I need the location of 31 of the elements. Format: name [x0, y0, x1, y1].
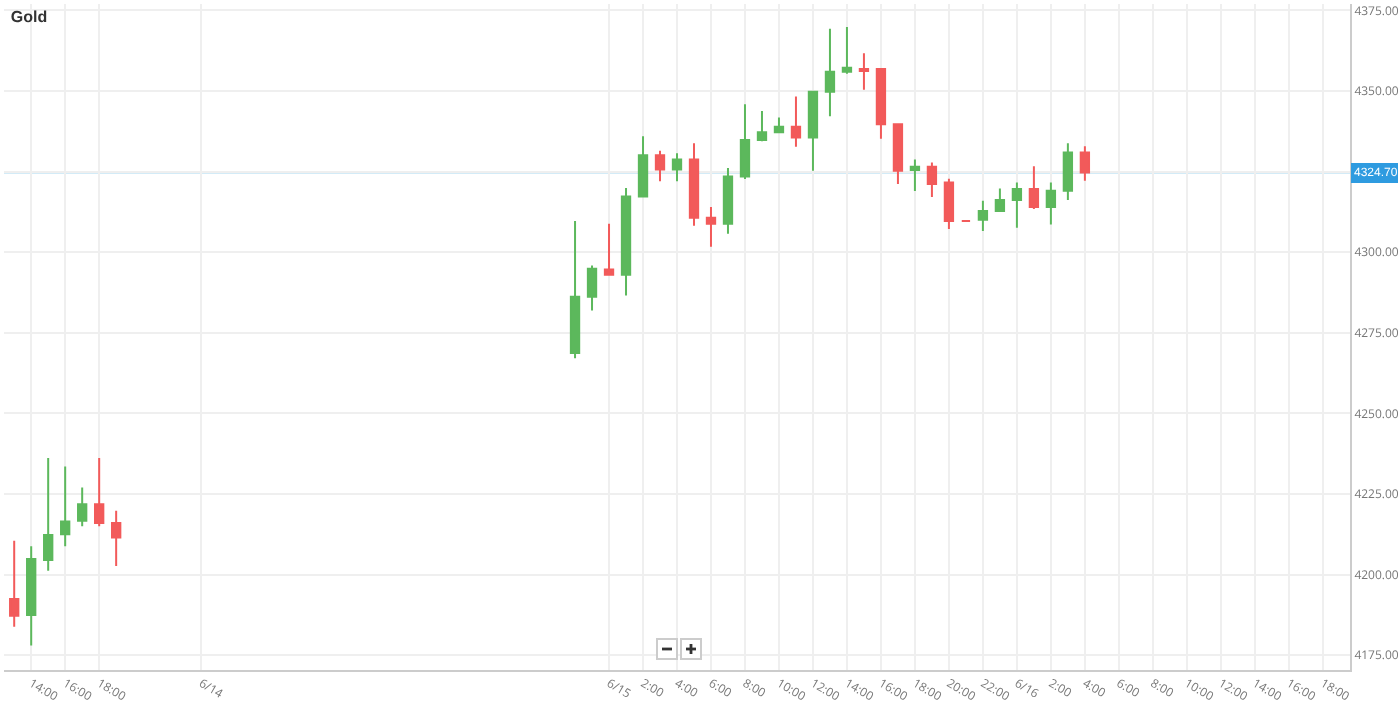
candlestick [926, 161, 938, 199]
candlestick [994, 187, 1006, 212]
candlestick [790, 95, 802, 148]
candlestick [1079, 145, 1091, 182]
candlestick [1045, 181, 1057, 226]
candlestick [841, 25, 853, 75]
candlestick [773, 116, 785, 135]
candlestick [807, 90, 819, 172]
candlestick [722, 167, 734, 235]
candlestick [1062, 142, 1074, 201]
candlestick [892, 123, 904, 185]
candlestick [705, 206, 717, 248]
candlestick [824, 27, 836, 118]
candlestick [569, 219, 581, 360]
candlestick [756, 110, 768, 143]
candlestick [739, 103, 751, 181]
candlestick [977, 199, 989, 232]
candlestick [637, 135, 649, 198]
chart-title: Gold [10, 7, 48, 26]
candlestick [943, 177, 955, 230]
candlestick [671, 152, 683, 183]
candlestick [620, 187, 632, 297]
candlestick [654, 149, 666, 183]
candlestick [1011, 181, 1023, 229]
candlestick [603, 222, 615, 276]
candlestick [875, 67, 887, 140]
candlestick [1028, 165, 1040, 211]
candlestick [909, 158, 921, 192]
candlestick [688, 142, 700, 227]
candlestick [858, 52, 870, 91]
candlestick [586, 264, 598, 312]
